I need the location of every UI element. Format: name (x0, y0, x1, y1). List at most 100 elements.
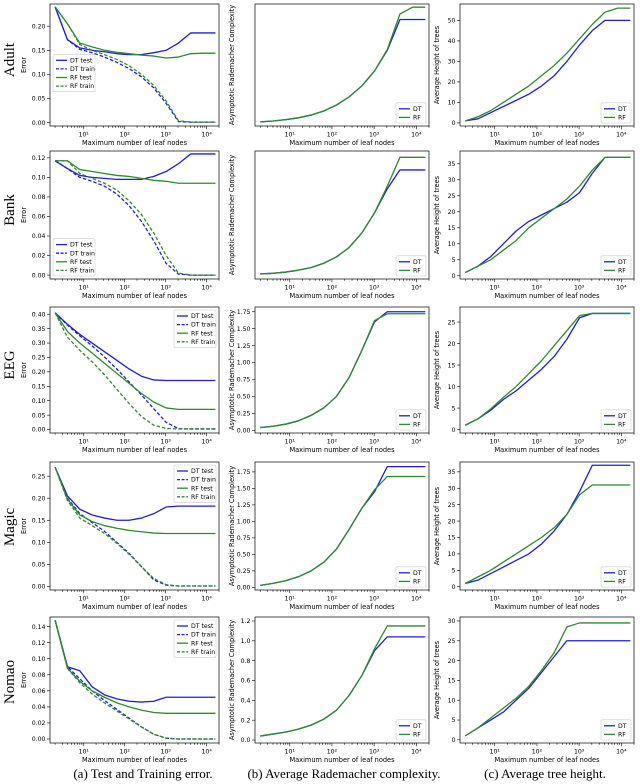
x-tick-label: 10⁴ (616, 596, 627, 603)
legend-box (173, 619, 217, 658)
y-tick-label: 0.4 (241, 698, 251, 705)
chart-nomao-error: 10¹ 10² 10³ 10⁴ 0.00 0.02 0.04 0.06 0.08 0.10 0.12… (20, 616, 220, 764)
caption-c: (c) Average tree height. (484, 766, 606, 781)
series-line-rf-test (54, 620, 216, 714)
legend-box (173, 464, 217, 503)
legend: DT RF (395, 719, 427, 741)
plot-frame (459, 150, 635, 280)
x-axis-label: Maximum number of leaf nodes (82, 603, 188, 611)
y-tick-label: 1.0 (241, 638, 251, 645)
y-tick-label: 0.02 (32, 720, 46, 727)
y-tick-label: 0.12 (32, 640, 46, 647)
y-axis-label: Error (20, 518, 28, 534)
plot-frame (254, 150, 430, 280)
x-tick-label: 10¹ (79, 439, 90, 446)
x-tick-label: 10⁴ (201, 749, 212, 756)
legend: DT RF (395, 255, 427, 277)
y-tick-label: 30 (448, 485, 456, 492)
x-tick-label: 10² (327, 439, 338, 446)
y-tick-label: 1.2 (241, 618, 251, 625)
legend-label: DT test (191, 313, 214, 320)
y-tick-label: 0.10 (32, 398, 46, 405)
legend-label: RF test (70, 75, 92, 82)
y-tick-label: 0.02 (32, 253, 46, 260)
x-axis-label: Maximum number of leaf nodes (82, 292, 188, 300)
x-tick-label: 10³ (574, 596, 585, 603)
y-tick-label: 1.00 (237, 519, 251, 526)
x-tick-label: 10² (532, 439, 543, 446)
y-tick-label: 0.25 (32, 473, 46, 480)
y-axis-label: Asymptotic Rademacher Complexity (228, 5, 236, 125)
x-axis-label: Maximum number of leaf nodes (289, 756, 395, 764)
x-tick-label: 10¹ (79, 749, 90, 756)
plot-frame (254, 3, 430, 127)
caption-b: (b) Average Rademacher complexity. (247, 766, 440, 781)
series-line-dt-train (54, 160, 216, 276)
x-axis-label: Maximum number of leaf nodes (289, 139, 395, 147)
y-tick-label: 0.08 (32, 672, 46, 679)
y-tick-label: 15 (448, 362, 456, 369)
x-axis-label: Maximum number of leaf nodes (289, 292, 395, 300)
y-tick-label: 0.00 (32, 272, 46, 279)
x-tick-label: 10¹ (285, 132, 296, 139)
y-tick-label: 0.25 (237, 568, 251, 575)
plot-frame (459, 616, 635, 744)
y-tick-label: 0.05 (32, 412, 46, 419)
y-tick-label: 0.25 (32, 355, 46, 362)
x-tick-label: 10⁴ (411, 596, 422, 603)
x-axis-label: Maximum number of leaf nodes (82, 756, 188, 764)
series-line-rf-train (54, 6, 216, 123)
x-tick-label: 10¹ (490, 439, 501, 446)
x-tick-label: 10¹ (285, 285, 296, 292)
chart-eeg-error: 10¹ 10² 10³ 10⁴ 0.00 0.05 0.10 0.15 0.20 0.25 0.30… (20, 306, 220, 454)
legend-label: RF (413, 732, 421, 739)
series-line-rf-train (54, 312, 216, 430)
series-line-rf (464, 484, 631, 585)
y-tick-label: 25 (448, 193, 456, 200)
y-tick-label: 20 (448, 341, 456, 348)
legend-label: DT (618, 259, 627, 266)
legend: DT RF (600, 409, 632, 431)
legend-box (173, 309, 217, 348)
x-tick-label: 10⁴ (616, 132, 627, 139)
legend-label: DT train (70, 66, 95, 73)
x-tick-label: 10¹ (79, 596, 90, 603)
legend-label: RF train (70, 83, 94, 90)
legend-label: RF train (70, 268, 94, 275)
legend-label: RF test (191, 485, 213, 492)
y-axis-label: Error (20, 207, 28, 223)
y-tick-label: 0.8 (241, 658, 251, 665)
y-tick-label: 0.75 (237, 535, 251, 542)
y-tick-label: 0.20 (32, 369, 46, 376)
legend: DT RF (600, 719, 632, 741)
series-line-rf (464, 622, 631, 737)
plot-frame (459, 306, 635, 434)
x-tick-label: 10¹ (285, 596, 296, 603)
x-tick-label: 10⁴ (201, 132, 212, 139)
plot-frame (49, 306, 220, 434)
legend-label: DT test (191, 468, 214, 475)
x-tick-label: 10¹ (79, 132, 90, 139)
y-tick-label: 0.50 (237, 394, 251, 401)
x-axis-label: Maximum number of leaf nodes (494, 139, 600, 147)
chart-eeg-rademacher: 10¹ 10² 10³ 10⁴ 0.00 0.25 0.50 0.75 1.00 1.25 1.50… (228, 306, 430, 454)
series-line-dt (464, 156, 631, 274)
row-label-nomao: Nomao (2, 660, 18, 704)
y-tick-label: 0 (452, 427, 456, 434)
y-tick-label: 0.50 (237, 552, 251, 559)
y-tick-label: 0.00 (32, 736, 46, 743)
series-line-dt-test (54, 312, 216, 382)
plot-frame (459, 3, 635, 127)
legend-label: DT (618, 413, 627, 420)
series-line-dt (464, 640, 631, 737)
legend-label: DT (413, 106, 422, 113)
legend-label: DT (618, 723, 627, 730)
y-axis-label: Asymptotic Rademacher Complexity (228, 310, 236, 430)
y-tick-label: 5 (452, 568, 456, 575)
x-axis-label: Maximum number of leaf nodes (494, 446, 600, 454)
y-axis-label: Error (20, 672, 28, 688)
series-line-rf (464, 312, 631, 426)
